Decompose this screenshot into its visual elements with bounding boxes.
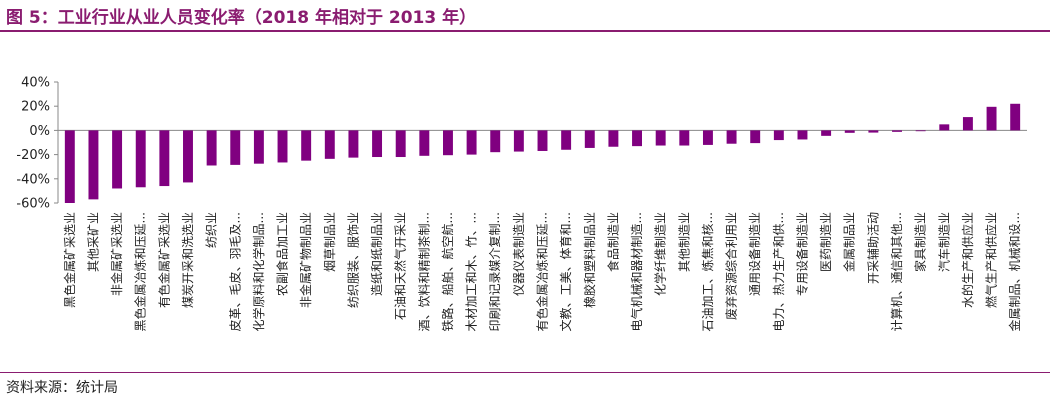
y-tick-label: 20% bbox=[21, 100, 50, 115]
bar bbox=[206, 130, 217, 166]
x-category-label: 金属制品业 bbox=[842, 212, 857, 272]
bar bbox=[135, 130, 146, 188]
x-category-label: 橡胶和塑料制品业 bbox=[582, 212, 597, 308]
x-category-label: 电气机械和器材制造... bbox=[629, 212, 644, 331]
x-category-label: 非金属矿物制品业 bbox=[298, 212, 313, 308]
bar bbox=[655, 130, 666, 146]
x-category-label: 水的生产和供应业 bbox=[960, 212, 975, 308]
bar bbox=[915, 130, 926, 132]
bar bbox=[679, 130, 690, 146]
bar bbox=[844, 130, 855, 133]
bar-chart: 40% 20% 0% -20% -40% -60% 黑色金属矿采选业 其他采矿业 非金属矿采选… bbox=[16, 76, 1027, 331]
bar bbox=[892, 130, 902, 132]
x-category-label: 专用设备制造业 bbox=[794, 212, 809, 296]
bar bbox=[1010, 103, 1021, 131]
x-category-label: 家具制造业 bbox=[913, 212, 928, 272]
x-category-label: 燃气生产和供应业 bbox=[984, 212, 999, 308]
y-tick-label: -60% bbox=[16, 197, 50, 212]
x-category-label: 黑色金属冶炼和压延... bbox=[133, 212, 148, 331]
bar bbox=[561, 130, 572, 150]
y-axis: 40% 20% 0% -20% -40% -60% bbox=[16, 76, 1027, 212]
bar bbox=[372, 130, 383, 158]
bar bbox=[962, 117, 973, 131]
x-category-label: 金属制品、机械和设... bbox=[1007, 212, 1022, 331]
x-category-label: 煤炭开采和洗选业 bbox=[181, 212, 195, 308]
x-category-label: 开采辅助活动 bbox=[866, 212, 880, 284]
bar bbox=[253, 130, 264, 164]
bar bbox=[868, 130, 879, 133]
bar bbox=[632, 130, 642, 147]
bar bbox=[324, 130, 335, 159]
bar bbox=[419, 130, 430, 156]
x-category-label: 其他制造业 bbox=[677, 212, 691, 272]
bar bbox=[466, 130, 477, 155]
x-category-label: 黑色金属矿采选业 bbox=[62, 212, 77, 308]
bar bbox=[490, 130, 501, 153]
bar bbox=[443, 130, 453, 156]
x-category-label: 食品制造业 bbox=[605, 212, 620, 272]
bar bbox=[750, 130, 761, 144]
y-tick-label: -40% bbox=[16, 172, 50, 187]
x-category-label: 纺织服装、服饰业 bbox=[346, 212, 360, 308]
x-axis-labels: 黑色金属矿采选业 其他采矿业 非金属矿采选业 黑色金属冶炼和压延... 有色金属矿采选业… bbox=[62, 212, 1022, 331]
source-note: 资料来源：统计局 bbox=[6, 380, 118, 396]
x-category-label: 铁路、船舶、航空航... bbox=[440, 212, 455, 331]
x-category-label: 文教、工美、体育和... bbox=[558, 212, 573, 331]
title-divider bbox=[0, 30, 1050, 32]
x-category-label: 化学纤维制造业 bbox=[653, 212, 668, 296]
x-category-label: 酒、饮料和精制茶制... bbox=[416, 212, 431, 331]
x-category-label: 废弃资源综合利用业 bbox=[724, 212, 739, 320]
bar bbox=[939, 124, 950, 131]
x-category-label: 纺织业 bbox=[205, 212, 219, 248]
footer-divider bbox=[0, 372, 1050, 373]
bar bbox=[64, 130, 75, 203]
bar bbox=[301, 130, 312, 161]
bar bbox=[726, 130, 737, 144]
x-category-label: 医药制造业 bbox=[819, 212, 833, 272]
x-category-label: 有色金属矿采选业 bbox=[156, 212, 171, 308]
bar bbox=[584, 130, 595, 148]
x-category-label: 有色金属冶炼和压延... bbox=[535, 212, 550, 331]
x-category-label: 皮革、毛皮、羽毛及... bbox=[228, 212, 242, 331]
x-category-label: 造纸和纸制品业 bbox=[370, 212, 384, 296]
bar bbox=[513, 130, 524, 152]
bar bbox=[608, 130, 619, 147]
x-category-label: 石油和天然气开采业 bbox=[393, 212, 408, 320]
bar bbox=[821, 130, 832, 136]
bar bbox=[702, 130, 713, 145]
x-category-label: 木材加工和木、竹、... bbox=[465, 212, 479, 331]
bar bbox=[348, 130, 359, 158]
x-category-label: 烟草制品业 bbox=[323, 212, 337, 272]
y-tick-label: 40% bbox=[21, 76, 50, 91]
y-tick-label: 0% bbox=[29, 124, 50, 139]
bar bbox=[183, 130, 193, 183]
y-tick-label: -20% bbox=[16, 148, 50, 163]
bar bbox=[986, 106, 997, 131]
chart-title: 图 5：工业行业从业人员变化率（2018 年相对于 2013 年） bbox=[6, 8, 477, 28]
x-category-label: 通用设备制造业 bbox=[748, 212, 762, 296]
bar bbox=[797, 130, 808, 140]
x-category-label: 化学原料和化学制品... bbox=[251, 212, 266, 331]
x-category-label: 石油加工、炼焦和核... bbox=[700, 212, 715, 331]
bar bbox=[88, 130, 99, 200]
bar bbox=[112, 130, 123, 189]
x-category-label: 农副食品加工业 bbox=[275, 212, 290, 296]
x-category-label: 非金属矿采选业 bbox=[109, 212, 124, 296]
x-category-label: 仪器仪表制造业 bbox=[512, 212, 526, 296]
bar bbox=[230, 130, 241, 165]
bar bbox=[277, 130, 288, 163]
x-category-label: 其他采矿业 bbox=[86, 212, 100, 272]
bar bbox=[395, 130, 406, 158]
x-category-label: 计算机、通信和其他... bbox=[889, 212, 904, 331]
x-category-label: 印刷和记录媒介复制... bbox=[488, 212, 502, 331]
bar bbox=[773, 130, 784, 141]
bars bbox=[64, 103, 1021, 203]
x-category-label: 电力、热力生产和供... bbox=[772, 212, 786, 331]
bar bbox=[537, 130, 548, 151]
bar bbox=[159, 130, 170, 187]
x-category-label: 汽车制造业 bbox=[936, 212, 951, 272]
